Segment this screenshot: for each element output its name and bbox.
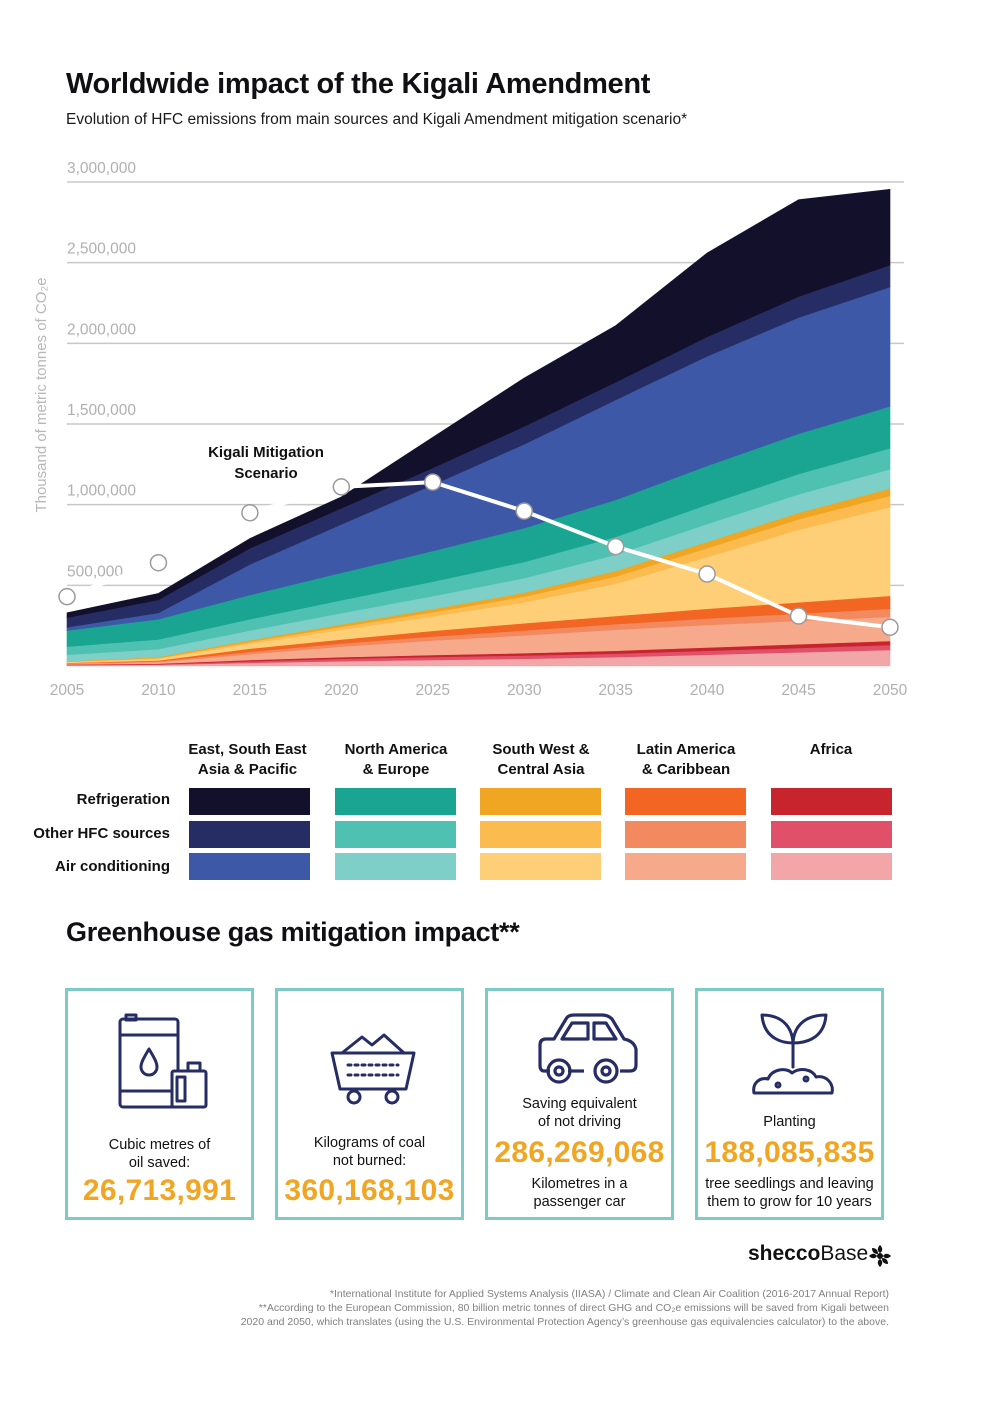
kigali-mitigation-line <box>58 473 899 637</box>
chart-area-series <box>66 188 891 667</box>
y-tick-label: 2,000,000 <box>67 321 136 338</box>
legend-swatch <box>189 821 310 848</box>
legend-swatch <box>480 853 601 880</box>
mitigation-point <box>698 565 716 583</box>
legend-col-latin-america: Latin America & Caribbean <box>636 741 736 778</box>
car-value: 286,269,068 <box>494 1136 665 1169</box>
oil-value: 26,713,991 <box>82 1174 237 1207</box>
footnote-methodology-1: **According to the European Commission, … <box>258 1302 889 1314</box>
y-tick-label: 500,000 <box>67 563 123 580</box>
legend-swatch <box>189 853 310 880</box>
legend-swatch <box>771 853 892 880</box>
legend-swatch <box>771 788 892 815</box>
impact-card-seedlings: Planting 188,085,835 tree seedlings and … <box>695 988 884 1220</box>
page-subtitle: Evolution of HFC emissions from main sou… <box>66 111 688 128</box>
x-tick-label: 2035 <box>598 682 632 699</box>
coal-cart-icon <box>330 1033 416 1105</box>
legend-row-other-hfc: Other HFC sources <box>33 825 170 842</box>
mitigation-label-line2: Scenario <box>234 465 297 482</box>
impact-card-car: Saving equivalent of not driving 286,269,… <box>485 988 674 1220</box>
x-tick-label: 2015 <box>233 682 267 699</box>
impact-card-coal: Kilograms of coal not burned: 360,168,103 <box>275 988 464 1220</box>
legend-col-south-west-asia: South West & Central Asia <box>492 741 590 778</box>
legend-col-north-america: North America & Europe <box>344 741 448 778</box>
x-tick-label: 2030 <box>507 682 542 699</box>
legend-swatch <box>335 821 456 848</box>
oil-caption: Cubic metres of oil saved: <box>108 1137 211 1171</box>
area-asia-ref <box>66 188 891 618</box>
car-pre-caption: Saving equivalent of not driving <box>522 1096 637 1130</box>
seedling-pre-caption: Planting <box>763 1114 816 1130</box>
legend-swatch <box>625 853 746 880</box>
mitigation-point <box>332 478 351 496</box>
y-tick-label: 1,500,000 <box>67 402 136 419</box>
seedling-icon <box>752 1013 834 1095</box>
x-tick-label: 2025 <box>416 682 450 699</box>
mitigation-path <box>66 480 891 630</box>
footnote-methodology-2: 2020 and 2050, which translates (using t… <box>240 1316 889 1328</box>
footnote-source: *International Institute for Applied Sys… <box>329 1288 889 1300</box>
x-tick-label: 2010 <box>141 682 176 699</box>
seedling-value: 188,085,835 <box>704 1136 875 1169</box>
legend-col-asia: East, South East Asia & Pacific <box>188 741 307 778</box>
x-tick-label: 2020 <box>324 682 359 699</box>
x-tick-label: 2005 <box>50 682 84 699</box>
brand-logo-text: sheccoBase <box>748 1242 869 1265</box>
legend-swatch <box>771 821 892 848</box>
mitigation-point <box>515 502 533 520</box>
mitigation-point <box>241 503 259 522</box>
oil-barrel-icon <box>118 1013 208 1109</box>
hfc-emissions-area-chart: 500,000 1,000,000 1,500,000 2,000,000 2,500,… <box>33 160 908 699</box>
x-tick-label: 2050 <box>873 682 908 699</box>
y-tick-label: 1,000,000 <box>67 483 136 500</box>
chart-y-tick-labels: 500,000 1,000,000 1,500,000 2,000,000 2,500,… <box>67 160 136 580</box>
mitigation-point <box>789 607 808 625</box>
legend-swatch <box>625 821 746 848</box>
y-axis-label: Thousand of metric tonnes of CO₂e <box>33 277 50 512</box>
legend-swatch <box>480 821 601 848</box>
mitigation-point <box>424 473 442 491</box>
impact-section-title: Greenhouse gas mitigation impact** <box>66 917 520 947</box>
car-post-caption: Kilometres in a passenger car <box>531 1176 628 1210</box>
car-icon <box>538 1013 638 1084</box>
y-tick-label: 3,000,000 <box>67 160 136 177</box>
legend-col-africa: Africa <box>809 741 853 758</box>
coal-value: 360,168,103 <box>284 1174 455 1207</box>
mitigation-point <box>58 587 76 606</box>
mitigation-point <box>881 618 899 637</box>
legend-swatch <box>189 788 310 815</box>
y-tick-label: 2,500,000 <box>67 241 136 258</box>
mitigation-point <box>149 553 168 572</box>
coal-caption: Kilograms of coal not burned: <box>313 1135 426 1169</box>
legend-row-refrigeration: Refrigeration <box>76 791 170 808</box>
page-title: Worldwide impact of the Kigali Amendment <box>66 68 651 100</box>
chart-x-tick-labels: 2005 2010 2015 2020 2025 2030 2035 2040 2045 2050 <box>50 682 908 699</box>
x-tick-label: 2040 <box>690 682 725 699</box>
x-tick-label: 2045 <box>781 682 815 699</box>
legend-swatch <box>335 853 456 880</box>
legend-swatch <box>480 788 601 815</box>
seedling-post-caption: tree seedlings and leaving them to grow f… <box>705 1176 874 1210</box>
legend-swatch <box>625 788 746 815</box>
mitigation-point <box>606 537 625 556</box>
impact-card-oil: Cubic metres of oil saved: 26,713,991 <box>65 988 254 1220</box>
brand-logo-icon <box>869 1245 891 1267</box>
mitigation-label-line1: Kigali Mitigation <box>208 444 324 461</box>
legend-swatch <box>335 788 456 815</box>
legend-row-air-conditioning: Air conditioning <box>55 858 170 875</box>
